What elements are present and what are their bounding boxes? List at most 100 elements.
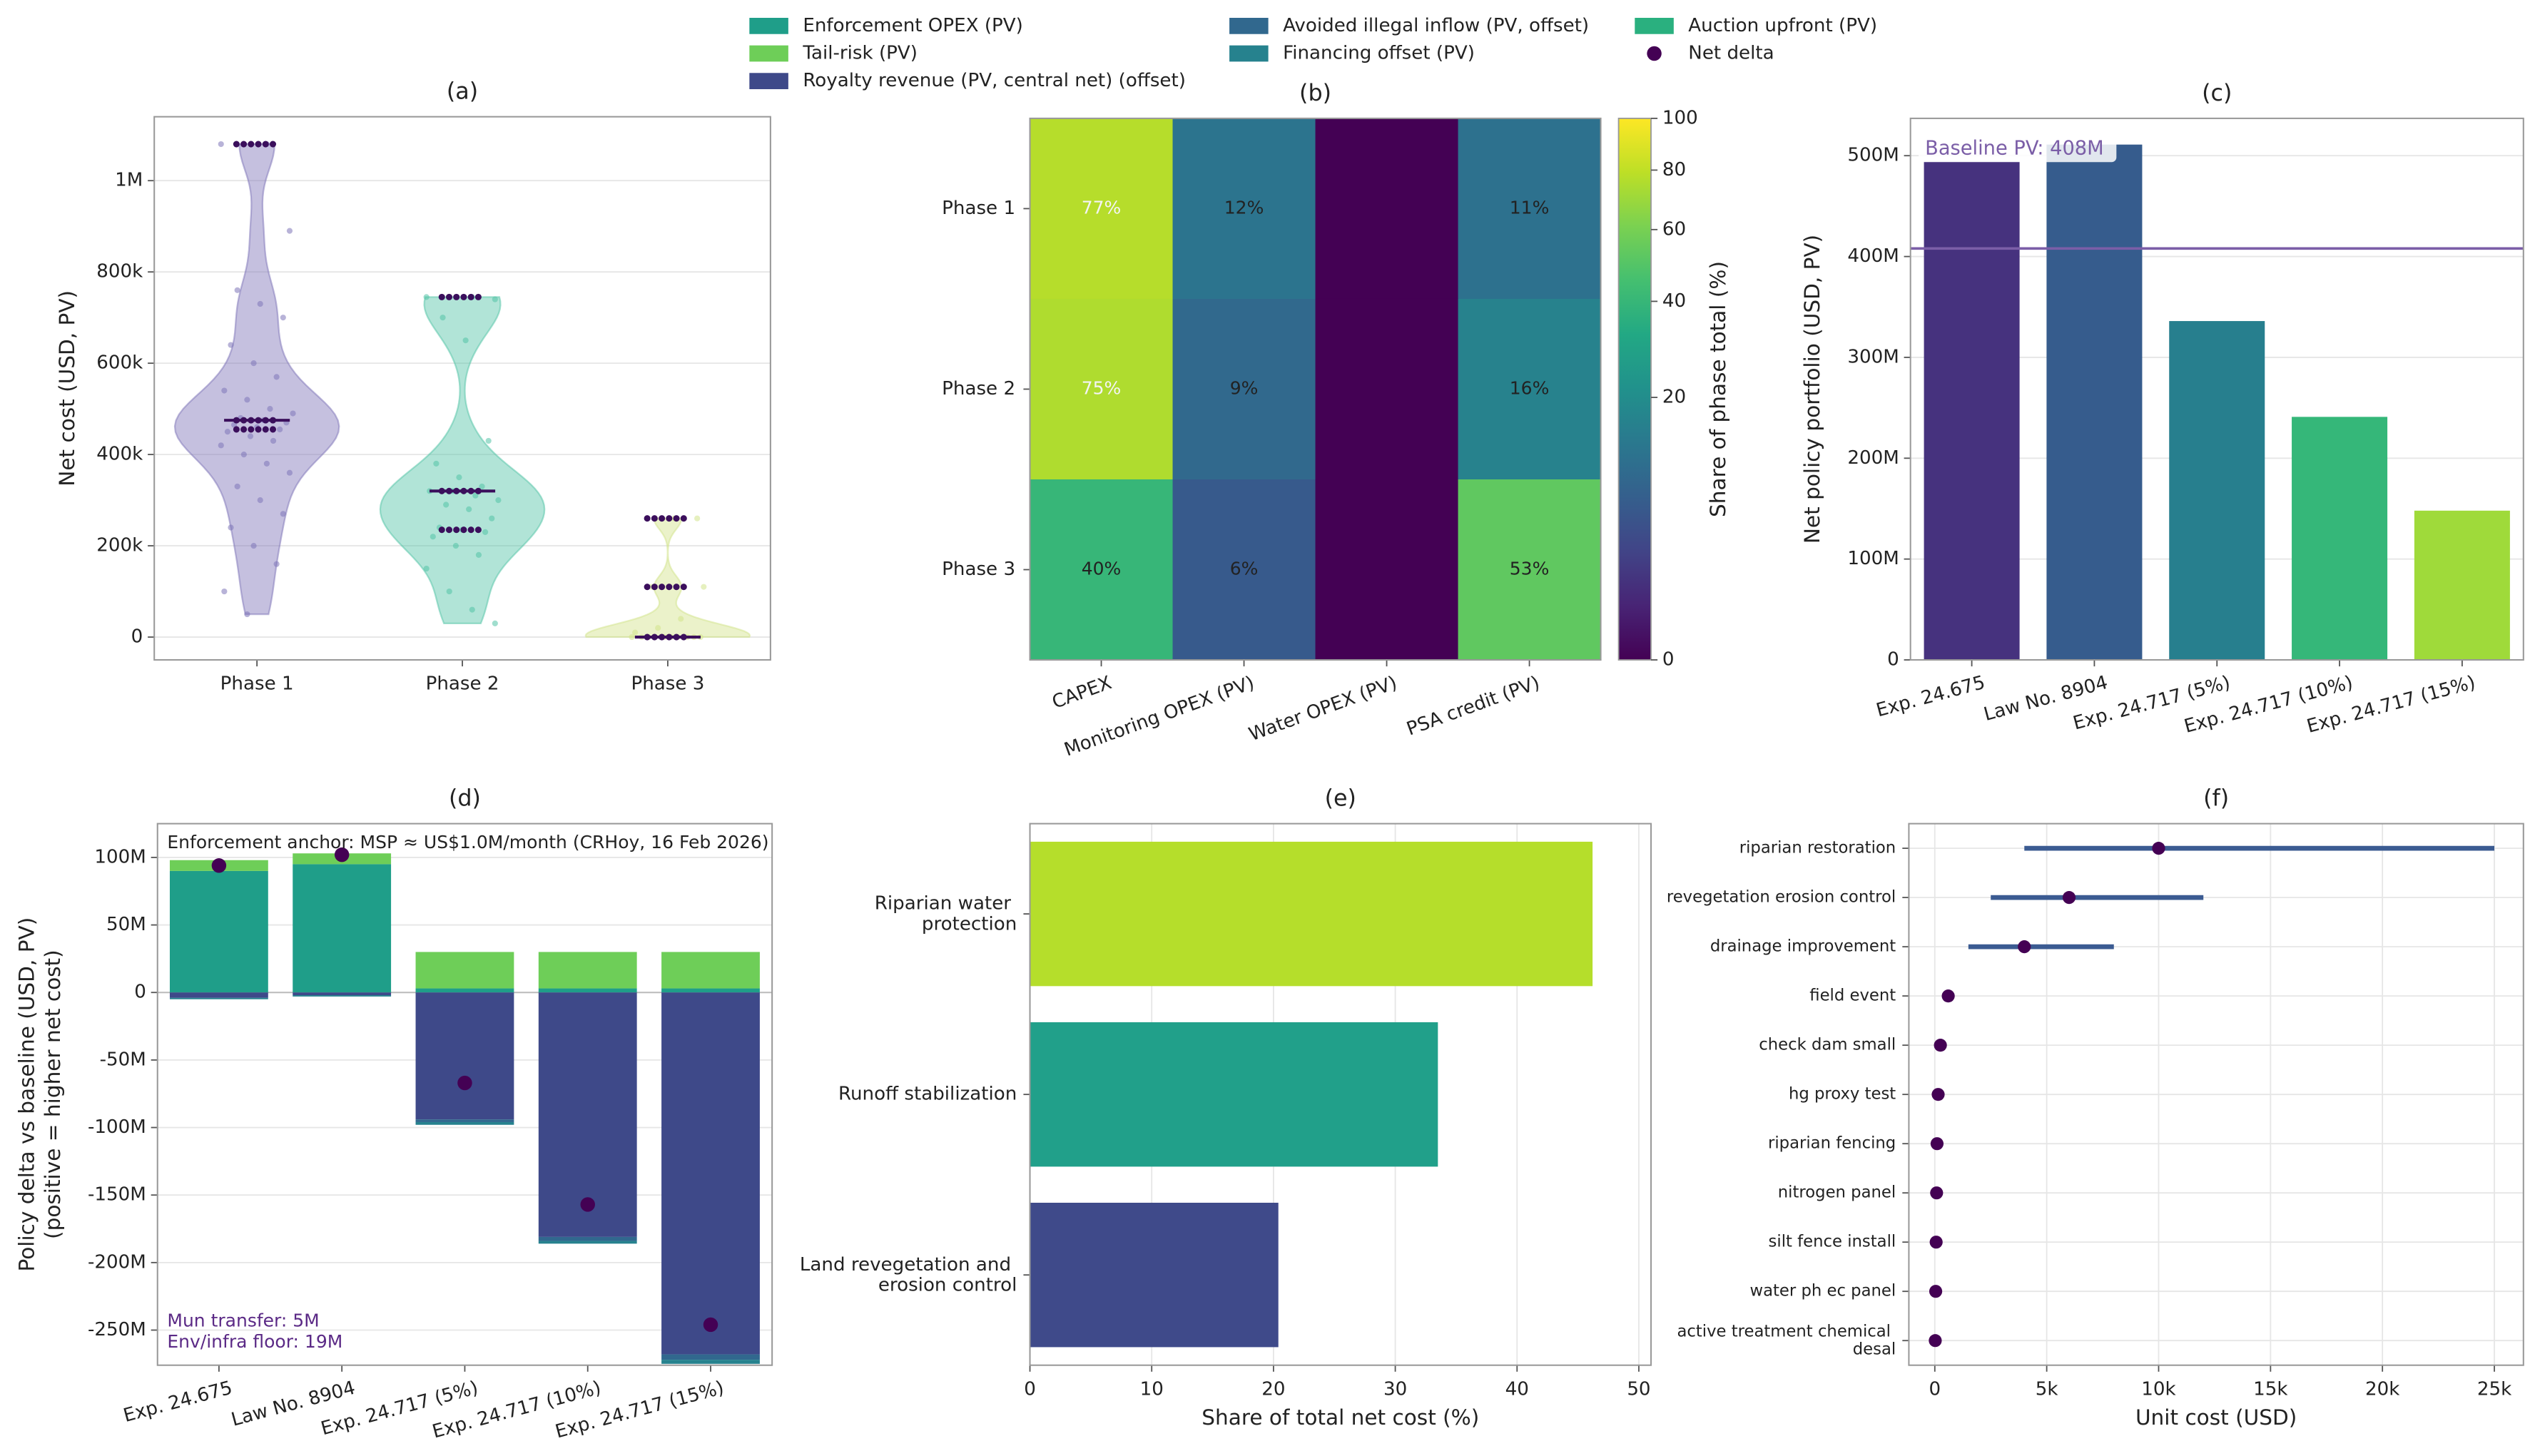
panel-title: (c) — [2202, 79, 2232, 106]
legend-label: Royalty revenue (PV, central net) (offse… — [803, 70, 1186, 91]
sample-point — [472, 492, 479, 499]
annotation: Enforcement anchor: MSP ≈ US$1.0M/month … — [167, 832, 768, 852]
x-tick-label: 10 — [1140, 1378, 1164, 1400]
y-tick-label: water ph ec panel — [1750, 1282, 1896, 1300]
axes-frame — [153, 116, 771, 661]
baseline-label: Baseline PV: 408M — [1925, 138, 2104, 160]
bar — [2169, 321, 2265, 661]
point — [1931, 1088, 1945, 1101]
bar — [1030, 1022, 1438, 1167]
colorbar-tick-label: 60 — [1662, 218, 1686, 240]
y-tick-label: -250M — [88, 1319, 146, 1340]
bar-segment — [415, 992, 514, 1120]
y-tick-label: 100M — [94, 846, 146, 867]
y-axis-label: Policy delta vs baseline (USD, PV) — [14, 917, 39, 1272]
heatmap-cell — [1030, 118, 1174, 300]
bar-segment — [661, 992, 760, 1355]
y-tick-label: drainage improvement — [1710, 937, 1896, 956]
x-axis-label: Unit cost (USD) — [2135, 1405, 2297, 1430]
sample-point — [678, 616, 684, 622]
y-tick-label: riparian restoration — [1739, 839, 1896, 857]
y-tick-label: 0 — [1887, 649, 1899, 671]
bar-segment — [169, 992, 268, 998]
legend-label: Net delta — [1688, 43, 1774, 64]
x-tick-label: 20k — [2365, 1378, 2400, 1400]
y-tick-label: 800k — [96, 261, 143, 282]
sample-point — [492, 620, 498, 626]
sample-point — [440, 315, 446, 321]
y-tick-label: 300M — [1847, 346, 1899, 367]
net-delta-point — [211, 858, 227, 873]
heatmap-cell — [1458, 118, 1602, 300]
bar-segment — [661, 952, 760, 989]
sample-point — [234, 483, 240, 489]
sample-point — [267, 406, 273, 412]
bar-segment — [293, 864, 392, 993]
sample-point — [479, 483, 485, 489]
x-tick-label: Phase 1 — [220, 673, 294, 695]
sample-point — [221, 588, 228, 595]
sample-point — [277, 426, 283, 433]
axes-frame — [1908, 823, 2524, 1366]
bar-segment — [415, 952, 514, 989]
bar — [1924, 161, 2020, 661]
bar — [1030, 1202, 1279, 1348]
colorbar-tick-label: 80 — [1662, 159, 1686, 180]
bar-segment — [293, 992, 392, 996]
y-tick-label: 400k — [96, 444, 143, 465]
bars — [169, 853, 760, 1364]
sample-point — [462, 337, 469, 344]
bar-segment — [661, 1360, 760, 1364]
legend-swatch — [749, 18, 788, 34]
axes-frame — [1909, 117, 2524, 661]
y-axis-label: (positive = higher net cost) — [41, 950, 65, 1239]
sample-point — [466, 506, 472, 512]
sample-point — [244, 611, 250, 618]
sample-point — [218, 141, 224, 148]
sample-point — [257, 497, 263, 504]
sample-point — [443, 502, 449, 508]
bar-segment — [538, 952, 637, 989]
point — [1941, 989, 1955, 1003]
annotation-box — [1919, 134, 2117, 163]
heatmap-cell — [1315, 298, 1459, 480]
bar-segment — [661, 988, 760, 993]
sample-point — [495, 497, 502, 504]
heatmap-cell — [1172, 118, 1316, 300]
y-tick-label: 0 — [131, 626, 143, 648]
cell-label: 16% — [1510, 377, 1550, 398]
cell-label: 12% — [1224, 197, 1264, 218]
sample-point — [452, 542, 459, 549]
sample-point — [492, 296, 498, 302]
sample-point — [446, 588, 452, 595]
sample-point — [629, 633, 635, 641]
bar-segment — [415, 1119, 514, 1122]
panel-title: (e) — [1325, 785, 1356, 812]
cell-label: 75% — [1082, 377, 1122, 398]
x-tick-label: 0 — [1024, 1378, 1036, 1400]
legend-swatch — [1229, 18, 1269, 34]
sample-point — [247, 433, 254, 439]
bar-segment — [538, 992, 637, 1237]
y-tick-label: -50M — [100, 1049, 146, 1070]
sample-point — [240, 452, 247, 458]
sample-point — [456, 474, 462, 481]
cell-label: 6% — [1230, 559, 1259, 579]
y-tick-label: 600k — [96, 352, 143, 374]
bar-segment — [661, 1354, 760, 1360]
x-tick-label: 5k — [2036, 1378, 2059, 1400]
y-tick-label: hg proxy test — [1789, 1085, 1896, 1104]
x-tick-label: 40 — [1505, 1378, 1529, 1400]
sample-point — [482, 529, 489, 535]
heatmap-cell — [1172, 298, 1316, 480]
sample-point — [280, 511, 286, 517]
sample-point — [218, 442, 224, 449]
legend-swatch — [1229, 45, 1269, 62]
axes-frame — [1029, 823, 1652, 1366]
heatmap-cell — [1030, 479, 1174, 661]
sample-point — [694, 515, 701, 521]
legend-label: Enforcement OPEX (PV) — [803, 15, 1023, 36]
bar-segment — [538, 988, 637, 993]
